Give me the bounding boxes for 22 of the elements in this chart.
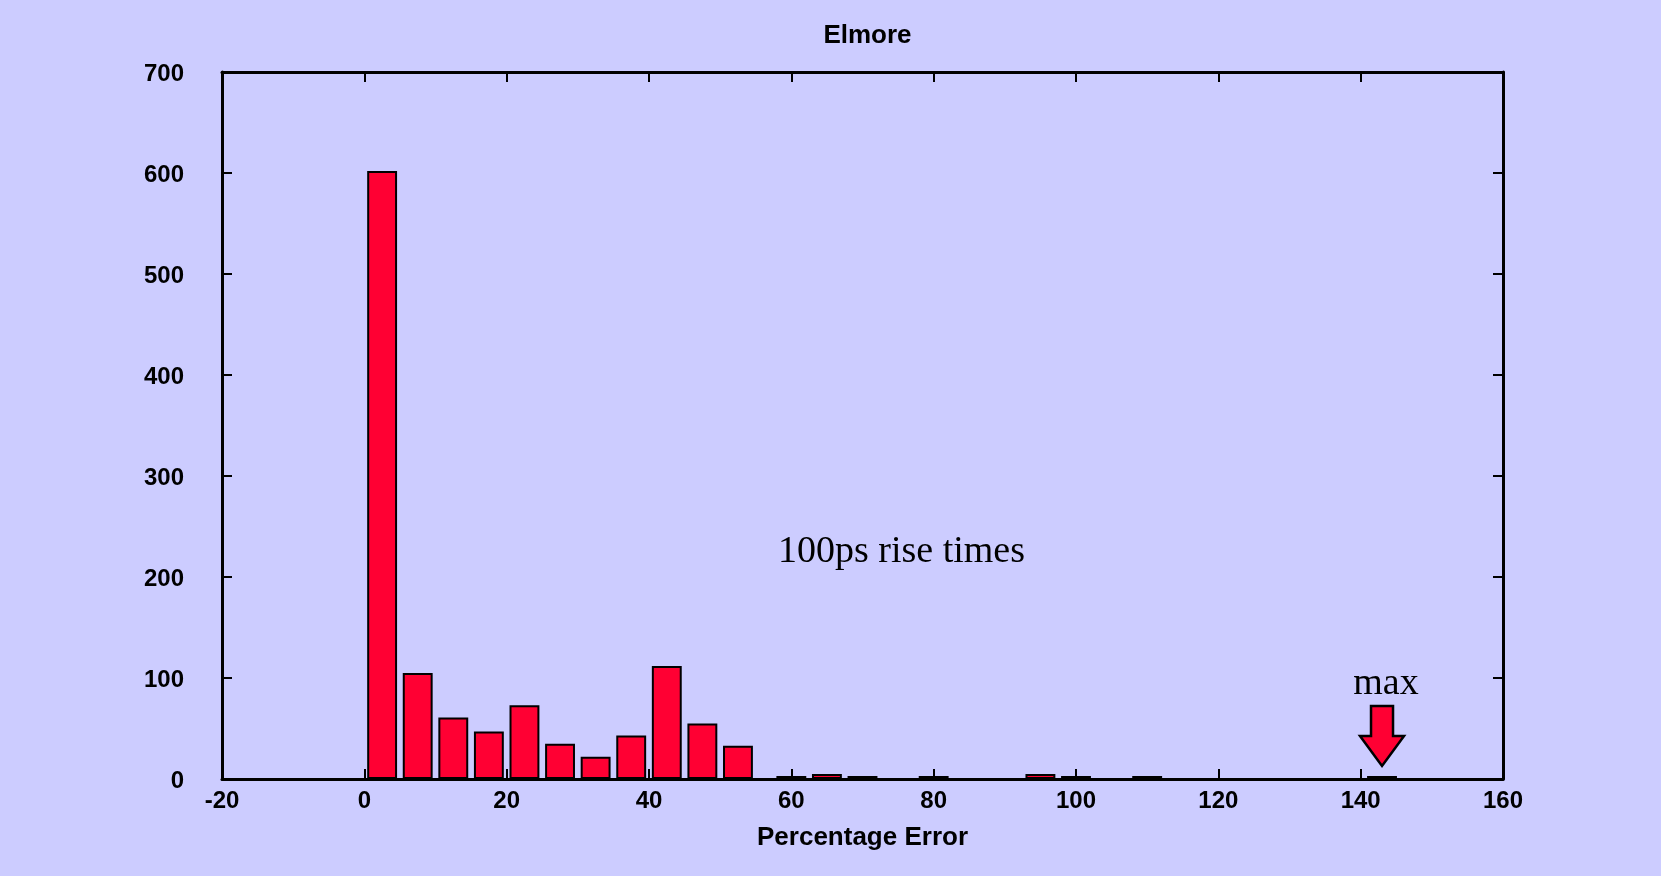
x-tick-label: 100 bbox=[1055, 785, 1097, 813]
x-tick-label: 140 bbox=[1340, 785, 1381, 813]
annotation: max bbox=[1353, 659, 1419, 702]
x-tick-label: -20 bbox=[204, 785, 240, 813]
x-tick-label: 120 bbox=[1198, 785, 1239, 813]
y-tick-label: 600 bbox=[143, 159, 184, 187]
y-tick-label: 300 bbox=[143, 462, 184, 490]
x-tick-label: 80 bbox=[920, 785, 948, 813]
x-tick-label: 40 bbox=[635, 785, 663, 813]
x-tick-label: 60 bbox=[777, 785, 805, 813]
x-axis-title: Percentage Error bbox=[757, 821, 968, 851]
chart-title: Elmore bbox=[823, 19, 912, 49]
y-tick-label: 400 bbox=[143, 361, 184, 389]
x-tick-label: 160 bbox=[1482, 785, 1524, 813]
x-tick-label: 20 bbox=[493, 785, 521, 813]
y-tick-label: 200 bbox=[143, 563, 184, 591]
x-tick-label: 0 bbox=[357, 785, 372, 813]
y-tick-label: 700 bbox=[143, 58, 184, 86]
y-tick-label: 0 bbox=[170, 765, 184, 793]
y-tick-label: 100 bbox=[143, 664, 184, 692]
annotation: 100ps rise times bbox=[778, 528, 1025, 570]
y-tick-label: 500 bbox=[143, 260, 184, 288]
